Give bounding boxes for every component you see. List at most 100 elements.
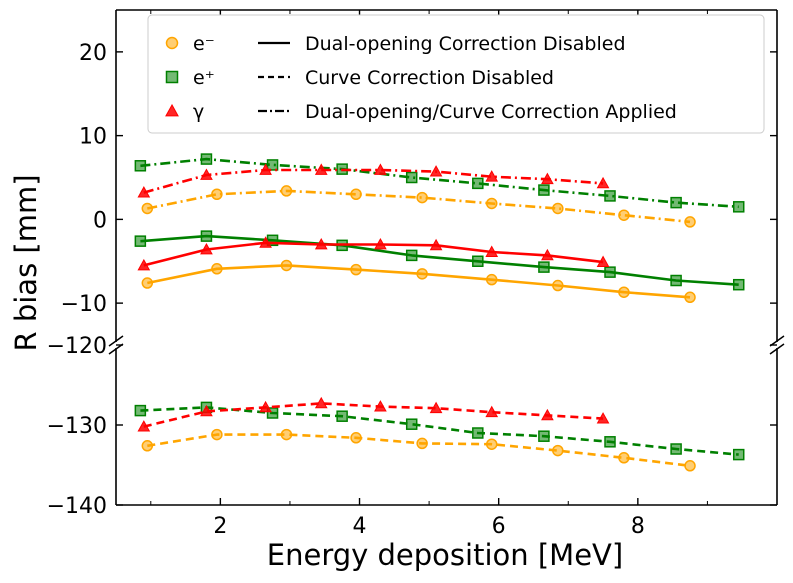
series-gamma-dashed bbox=[137, 396, 610, 432]
data-point bbox=[134, 404, 147, 417]
legend-particle-e_plus: e⁺ bbox=[165, 67, 215, 89]
series-gamma-solid bbox=[137, 236, 610, 271]
y-tick-label: −10 bbox=[61, 292, 107, 317]
legend: e⁻ e⁺ γ Dual-opening Correction Disabled Cu… bbox=[147, 14, 765, 134]
data-point bbox=[200, 242, 213, 255]
data-point bbox=[670, 274, 682, 287]
data-point bbox=[604, 436, 616, 448]
data-point bbox=[541, 408, 554, 421]
data-point bbox=[472, 255, 484, 267]
y-tick-label: −130 bbox=[47, 414, 107, 439]
series-e_plus-dashdot bbox=[134, 153, 745, 213]
data-point bbox=[374, 237, 387, 250]
data-point bbox=[684, 291, 696, 304]
data-point bbox=[604, 190, 616, 202]
axes: 2 4 6 8 −10 0 10 20 −140 −130 −120 bbox=[47, 9, 785, 539]
data-point bbox=[596, 255, 610, 267]
data-point bbox=[485, 245, 499, 257]
data-point bbox=[684, 216, 696, 228]
data-point bbox=[374, 400, 387, 412]
data-point bbox=[618, 286, 630, 298]
y-tick-label: −140 bbox=[47, 494, 107, 519]
data-point bbox=[416, 268, 428, 280]
data-point bbox=[259, 236, 272, 248]
legend-particle-label: γ bbox=[193, 101, 204, 123]
y-tick-label: 0 bbox=[93, 208, 107, 233]
legend-style-label: Dual-opening/Curve Correction Applied bbox=[305, 101, 677, 123]
x-axis-label: Energy deposition [MeV] bbox=[267, 538, 623, 572]
data-point bbox=[280, 428, 293, 441]
data-point bbox=[137, 420, 151, 432]
legend-style-label: Curve Correction Disabled bbox=[305, 67, 554, 89]
data-point bbox=[552, 444, 564, 457]
data-point bbox=[211, 428, 223, 441]
legend-marker bbox=[165, 36, 179, 50]
data-point bbox=[485, 438, 498, 450]
data-point bbox=[541, 172, 554, 185]
y-tick-label: −120 bbox=[47, 334, 107, 359]
data-point bbox=[596, 412, 610, 424]
legend-particle-label: e⁻ bbox=[193, 33, 215, 55]
data-point bbox=[141, 202, 154, 215]
data-point bbox=[405, 418, 418, 430]
legend-particle-gamma: γ bbox=[165, 101, 204, 123]
series-e_minus-solid bbox=[141, 259, 696, 304]
data-point bbox=[350, 432, 362, 444]
data-point bbox=[541, 248, 554, 261]
axis-break-mark bbox=[769, 343, 785, 355]
data-point bbox=[314, 396, 328, 409]
data-point bbox=[618, 452, 630, 464]
y-tick-label: 20 bbox=[79, 41, 107, 66]
y-tick-label: 10 bbox=[79, 125, 107, 150]
x-tick-label: 2 bbox=[213, 514, 227, 539]
data-point bbox=[552, 279, 564, 292]
data-point bbox=[732, 448, 745, 461]
data-point bbox=[211, 263, 223, 275]
series-gamma-dashdot bbox=[137, 163, 610, 198]
data-point bbox=[134, 160, 147, 172]
series-e_minus-dashdot bbox=[141, 185, 696, 228]
series-line bbox=[143, 168, 604, 194]
data-point bbox=[259, 400, 272, 413]
data-point bbox=[618, 209, 630, 221]
legend-particle-e_minus: e⁻ bbox=[165, 33, 215, 55]
data-point bbox=[314, 163, 328, 175]
data-point bbox=[538, 184, 550, 196]
data-point bbox=[350, 263, 362, 276]
data-point bbox=[416, 437, 428, 450]
data-point bbox=[200, 168, 213, 180]
y-axis-label: R bias [mm] bbox=[9, 174, 43, 351]
data-point bbox=[314, 237, 328, 250]
data-point bbox=[485, 273, 498, 286]
data-point bbox=[732, 201, 745, 213]
data-point bbox=[280, 259, 293, 272]
data-point bbox=[538, 261, 550, 273]
data-point bbox=[405, 249, 418, 262]
data-point bbox=[670, 443, 682, 455]
data-point bbox=[200, 230, 213, 242]
data-point bbox=[416, 191, 428, 204]
data-point bbox=[200, 404, 213, 417]
data-point bbox=[141, 440, 154, 452]
x-tick-label: 8 bbox=[631, 514, 645, 539]
data-point bbox=[259, 163, 272, 175]
data-point bbox=[485, 170, 499, 182]
data-point bbox=[670, 196, 682, 209]
series-e_minus-dashed bbox=[141, 428, 696, 472]
series-line bbox=[140, 234, 739, 286]
data-point bbox=[429, 401, 443, 414]
legend-style-label: Dual-opening Correction Disabled bbox=[305, 33, 626, 55]
legend-marker bbox=[165, 70, 179, 84]
data-point bbox=[429, 165, 443, 177]
data-point bbox=[684, 460, 696, 472]
legend-styles: Dual-opening Correction Disabled Curve Co… bbox=[258, 33, 677, 123]
data-point bbox=[732, 278, 745, 291]
series-line bbox=[140, 157, 739, 209]
legend-marker bbox=[165, 103, 179, 117]
series-line bbox=[140, 406, 739, 456]
x-tick-label: 4 bbox=[353, 514, 367, 539]
series-e_plus-dashed bbox=[134, 401, 745, 461]
axis-break-mark bbox=[108, 335, 124, 347]
data-point bbox=[200, 153, 213, 165]
